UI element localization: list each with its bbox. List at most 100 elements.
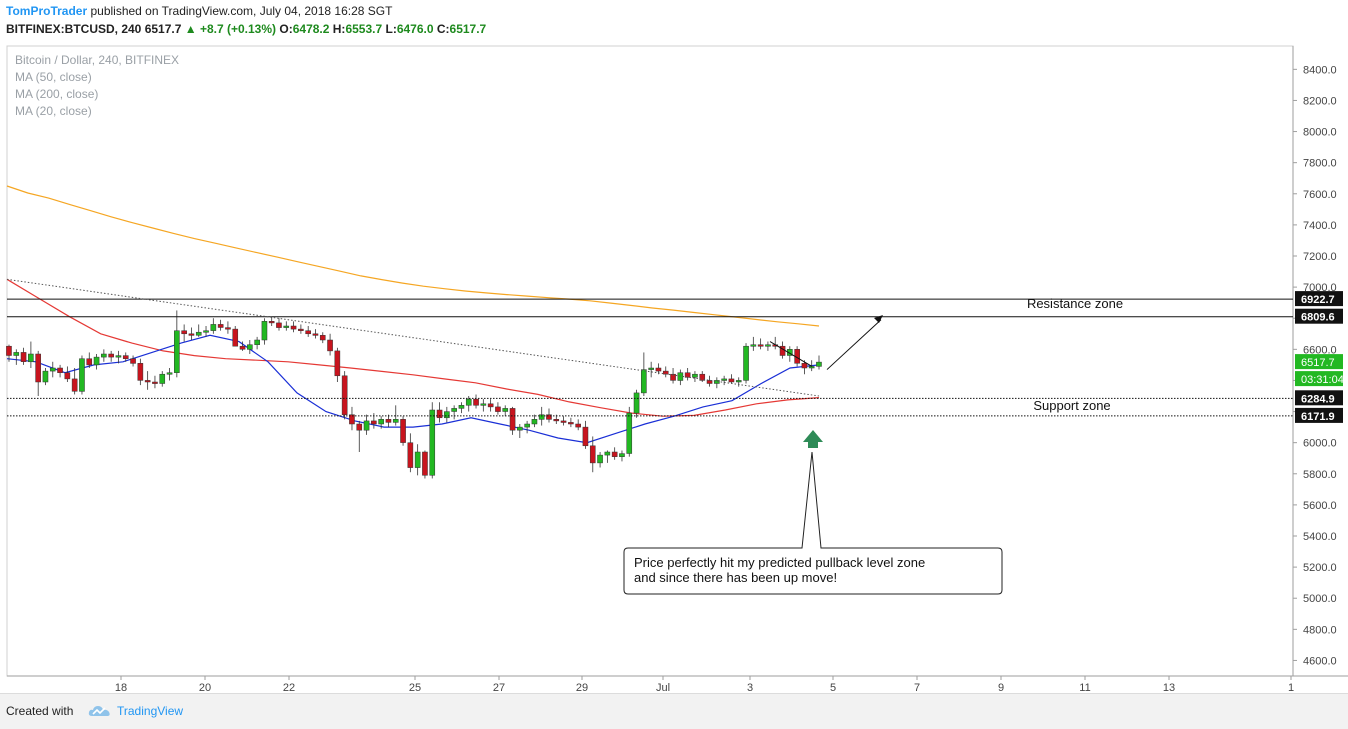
callout-line-1: Price perfectly hit my predicted pullbac…: [634, 555, 925, 570]
candle: [692, 371, 698, 382]
candle-body: [429, 409, 436, 476]
candle: [115, 350, 122, 364]
candle: [662, 366, 669, 378]
legend-ma20[interactable]: MA (20, close): [15, 104, 92, 118]
candle: [6, 344, 12, 362]
resistance-zone-label: Resistance zone: [1027, 296, 1123, 311]
candle-body: [626, 412, 633, 454]
candle-body: [363, 420, 370, 431]
candle-body: [692, 373, 698, 378]
low-label: L:: [385, 22, 397, 36]
candle-body: [706, 380, 713, 384]
price-tick-label: 4600.0: [1303, 655, 1337, 667]
candle: [611, 447, 618, 460]
candle: [429, 402, 436, 479]
candle-body: [290, 325, 297, 330]
tradingview-brand-link[interactable]: TradingView: [117, 704, 184, 718]
price-label: 6809.6: [1295, 308, 1343, 324]
candle: [648, 361, 654, 378]
candle: [188, 327, 195, 340]
candle-body: [64, 372, 71, 380]
author-link[interactable]: TomProTrader: [6, 4, 88, 18]
candle-body: [502, 408, 509, 412]
candle: [210, 318, 217, 334]
ma20-line: [6, 334, 820, 444]
candle: [144, 371, 151, 390]
candle-body: [531, 419, 538, 425]
candle-body: [670, 373, 676, 381]
candle-body: [86, 358, 93, 366]
candle-body: [487, 403, 494, 408]
projection-arrow-line: [826, 319, 882, 370]
candle-body: [677, 372, 684, 381]
candle: [597, 452, 603, 468]
time-tick-label: 27: [493, 682, 505, 693]
candle: [728, 374, 735, 384]
legend-ma200[interactable]: MA (200, close): [15, 87, 99, 101]
low-value: 6476.0: [396, 22, 434, 36]
candle: [341, 371, 348, 420]
candle-body: [188, 333, 195, 336]
candle: [619, 450, 625, 462]
candle: [349, 406, 355, 431]
candle-body: [750, 344, 757, 347]
candle-body: [13, 352, 20, 356]
candle-body: [684, 372, 691, 378]
candle: [641, 352, 647, 396]
candle: [64, 366, 71, 382]
candle: [560, 416, 567, 426]
candle-body: [728, 378, 735, 383]
publish-header: TomProTrader published on TradingView.co…: [6, 4, 392, 18]
high-label: H:: [332, 22, 346, 36]
candle-body: [137, 363, 144, 381]
price-label-bg: [1295, 371, 1343, 387]
candle-body: [757, 344, 764, 347]
candle: [400, 416, 406, 446]
candle-body: [735, 380, 742, 383]
price-tick-label: 4800.0: [1303, 624, 1337, 636]
price-label: 6171.9: [1295, 407, 1343, 423]
candle-body: [575, 423, 581, 428]
candle-body: [276, 322, 282, 328]
price-chart[interactable]: Resistance zone Support zone Price perfect…: [0, 0, 1348, 693]
candle: [414, 444, 421, 476]
candle-body: [35, 353, 41, 383]
candle-body: [195, 331, 202, 336]
candle-body: [79, 358, 85, 392]
candle-body: [648, 367, 654, 370]
candle-body: [422, 451, 428, 476]
up-triangle-icon: ▲: [184, 22, 197, 36]
time-axis[interactable]: 18 20 22 25 27 29 Jul 3 5 7 9 11 13 1: [115, 676, 1294, 693]
candle-body: [801, 363, 808, 369]
footer-bar: Created with TradingView: [0, 693, 1348, 729]
legend-ma50[interactable]: MA (50, close): [15, 70, 92, 84]
candle-body: [378, 419, 384, 425]
candle: [816, 355, 822, 370]
legend-title: Bitcoin / Dollar, 240, BITFINEX: [15, 53, 180, 67]
candle-body: [71, 378, 78, 392]
candle: [714, 377, 720, 389]
candle-body: [130, 358, 136, 364]
candle: [633, 389, 640, 418]
candle-body: [589, 445, 596, 464]
candle-body: [414, 451, 421, 468]
descending-trendline: [6, 278, 820, 397]
change-value: +8.7 (+0.13%): [199, 22, 277, 36]
candle-body: [816, 361, 822, 367]
price-axis[interactable]: 4600.0 4800.0 5000.0 5200.0 5400.0 5600.0 5800…: [1293, 64, 1344, 667]
price-label-bg: [1295, 390, 1343, 406]
candle: [524, 420, 530, 434]
candle: [130, 355, 136, 367]
price-tick-label: 5200.0: [1303, 562, 1337, 574]
candle-body: [108, 353, 114, 358]
candle-body: [166, 372, 173, 375]
candle-body: [349, 414, 355, 425]
candle: [203, 326, 209, 337]
candle: [392, 405, 399, 426]
price-tick-label: 5800.0: [1303, 469, 1337, 481]
time-tick-label: 11: [1079, 682, 1090, 693]
tradingview-cloud-icon: [88, 706, 110, 716]
candle: [166, 368, 173, 381]
time-tick-label: 9: [998, 682, 1004, 693]
candle-body: [400, 419, 406, 443]
